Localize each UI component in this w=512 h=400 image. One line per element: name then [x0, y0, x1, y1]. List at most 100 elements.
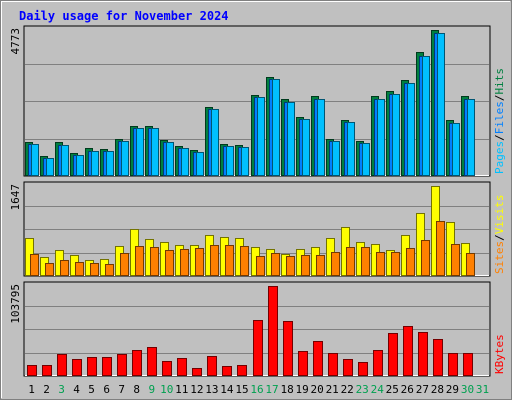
day-label-12: 12	[190, 383, 203, 396]
bar-sites-day-11	[180, 249, 189, 276]
ymax-label-kbytes: 103795	[9, 284, 22, 324]
bar-pages-day-11	[181, 148, 189, 176]
bar-kbytes-day-11	[177, 358, 187, 376]
day-label-5: 5	[88, 383, 95, 396]
bar-pages-day-20	[317, 99, 325, 176]
bar-sites-day-10	[165, 250, 174, 276]
panel-kbytes: 103795 KBytes	[9, 281, 506, 377]
bar-sites-day-20	[316, 255, 325, 276]
legend-item: Hits	[493, 68, 506, 95]
day-label-20: 20	[310, 383, 323, 396]
bar-kbytes-day-5	[87, 357, 97, 376]
bar-kbytes-day-27	[418, 332, 428, 376]
bar-kbytes-day-4	[72, 359, 82, 376]
bar-sites-day-27	[421, 240, 430, 276]
bar-sites-day-30	[466, 253, 475, 276]
bar-kbytes-day-26	[403, 326, 413, 376]
legend-item: /	[493, 134, 506, 141]
bar-pages-day-15	[241, 147, 249, 176]
x-axis-day-labels: 1 2 3 4 5 6 7 8 9 10 11 12 13 14 15 16 17 18 19 20 21 22 23 24 2…	[28, 383, 489, 396]
bar-kbytes-day-10	[162, 361, 172, 376]
bar-sites-day-1	[30, 254, 39, 276]
day-label-10: 10	[160, 383, 173, 396]
day-label-17: 17	[265, 383, 278, 396]
bar-sites-day-8	[135, 246, 144, 276]
bar-sites-day-21	[331, 252, 340, 276]
bar-sites-day-25	[391, 252, 400, 276]
day-label-21: 21	[326, 383, 339, 396]
bar-pages-day-16	[257, 97, 265, 176]
chart-panels: 4773Pages/Files/Hits1647Sites/Visits1037…	[9, 25, 506, 377]
bar-sites-day-22	[346, 247, 355, 276]
legend-item: Pages	[493, 141, 506, 174]
bar-kbytes-day-19	[298, 351, 308, 376]
bar-pages-day-25	[392, 94, 400, 176]
bar-pages-day-14	[226, 146, 234, 176]
bar-pages-day-2	[46, 158, 54, 176]
bar-pages-day-24	[377, 99, 385, 176]
bar-pages-day-29	[452, 123, 460, 176]
bar-pages-day-6	[106, 151, 114, 176]
series-sites	[30, 221, 475, 276]
bar-pages-day-28	[437, 33, 445, 176]
legend-hits: Pages/Files/Hits	[493, 68, 506, 174]
bar-pages-day-21	[332, 141, 340, 176]
day-label-11: 11	[175, 383, 188, 396]
day-label-25: 25	[386, 383, 399, 396]
bar-pages-day-3	[61, 145, 69, 176]
bar-kbytes-day-12	[192, 368, 202, 376]
bar-kbytes-day-8	[132, 350, 142, 376]
day-label-7: 7	[118, 383, 125, 396]
bar-sites-day-26	[406, 248, 415, 276]
bar-kbytes-day-3	[57, 354, 67, 376]
bar-kbytes-day-22	[343, 359, 353, 376]
bar-kbytes-day-18	[283, 321, 293, 376]
bar-pages-day-10	[166, 142, 174, 176]
bar-sites-day-19	[301, 255, 310, 276]
day-label-8: 8	[133, 383, 140, 396]
bar-sites-day-18	[286, 256, 295, 276]
bar-kbytes-day-9	[147, 347, 157, 376]
bar-sites-day-7	[120, 253, 129, 276]
day-label-26: 26	[401, 383, 414, 396]
bar-pages-day-22	[347, 122, 355, 176]
day-label-19: 19	[295, 383, 308, 396]
ymax-label-hits: 4773	[9, 28, 22, 55]
day-label-29: 29	[446, 383, 459, 396]
chart-title: Daily usage for November 2024	[19, 9, 229, 23]
bar-pages-day-12	[196, 152, 204, 176]
bar-kbytes-day-16	[253, 320, 263, 376]
bar-sites-day-28	[436, 221, 445, 276]
bar-sites-day-14	[225, 245, 234, 276]
bar-kbytes-day-7	[117, 354, 127, 376]
bar-sites-day-12	[195, 248, 204, 276]
series-pages	[31, 33, 475, 176]
bar-pages-day-13	[211, 109, 219, 176]
bar-sites-day-9	[150, 247, 159, 276]
legend-item: /	[493, 234, 506, 241]
legend-item: KBytes	[493, 334, 506, 374]
bar-kbytes-day-6	[102, 357, 112, 376]
day-label-27: 27	[416, 383, 429, 396]
bar-kbytes-day-2	[42, 365, 52, 376]
bar-sites-day-5	[90, 263, 99, 276]
legend-item: Files	[493, 101, 506, 134]
bar-kbytes-day-23	[358, 362, 368, 376]
day-label-14: 14	[220, 383, 234, 396]
day-label-28: 28	[431, 383, 444, 396]
panel-visits: 1647 Sites/Visits	[9, 181, 506, 277]
day-label-18: 18	[280, 383, 293, 396]
day-label-4: 4	[73, 383, 80, 396]
bar-pages-day-5	[91, 151, 99, 176]
bar-pages-day-19	[302, 119, 310, 176]
bar-pages-day-27	[422, 56, 430, 176]
day-label-15: 15	[235, 383, 248, 396]
legend-item: /	[493, 95, 506, 102]
day-label-1: 1	[28, 383, 35, 396]
bar-pages-day-1	[31, 144, 39, 176]
bar-pages-day-7	[121, 141, 129, 176]
bar-sites-day-2	[45, 263, 54, 276]
bar-pages-day-9	[151, 128, 159, 176]
